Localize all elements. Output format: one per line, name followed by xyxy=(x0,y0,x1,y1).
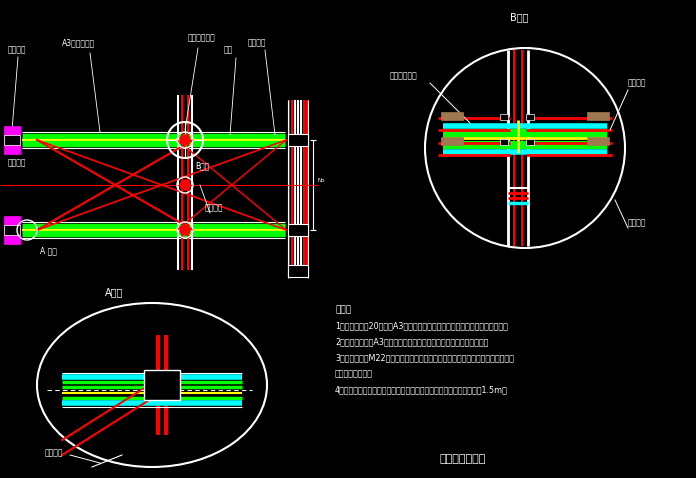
Text: 说明：: 说明： xyxy=(335,305,351,314)
Text: 前上横梁: 前上横梁 xyxy=(248,38,267,47)
Bar xyxy=(144,370,180,400)
Bar xyxy=(4,225,20,235)
Text: 后锚压梁: 后锚压梁 xyxy=(8,45,26,54)
Text: 下弦桁焊接牢固。: 下弦桁焊接牢固。 xyxy=(335,369,373,378)
Bar xyxy=(526,114,534,120)
Text: 现场焊接: 现场焊接 xyxy=(628,78,647,87)
Text: 4、将两片平跳桁架调整断直后，用型钢将平跳上下弦析焊接，间距为1.5m。: 4、将两片平跳桁架调整断直后，用型钢将平跳上下弦析焊接，间距为1.5m。 xyxy=(335,385,508,394)
Text: No: No xyxy=(318,178,326,183)
Bar xyxy=(4,135,20,145)
Bar xyxy=(500,139,508,145)
Text: 2、剪刀撑安装在A3构件的连接钢板上，现场剪刀撑与连接钢板焊接。: 2、剪刀撑安装在A3构件的连接钢板上，现场剪刀撑与连接钢板焊接。 xyxy=(335,337,489,346)
Text: 平联连接: 平联连接 xyxy=(205,203,223,212)
Circle shape xyxy=(180,225,190,235)
Text: 1、后锚平跳槽20安装在A3构件垂后锚处连接钢板上，两边与连接钢板焊接。: 1、后锚平跳槽20安装在A3构件垂后锚处连接钢板上，两边与连接钢板焊接。 xyxy=(335,321,508,330)
Text: 3、定位角钢用M22螺栓与主桁连接后，将竖向平联桁架落位，定位角钢与平跳上: 3、定位角钢用M22螺栓与主桁连接后，将竖向平联桁架落位，定位角钢与平跳上 xyxy=(335,353,514,362)
Circle shape xyxy=(180,180,190,190)
Text: A 大样: A 大样 xyxy=(40,246,57,255)
Bar xyxy=(441,112,463,120)
Text: 平跳定位角钢: 平跳定位角钢 xyxy=(390,71,418,80)
Text: 后锚平联: 后锚平联 xyxy=(8,158,26,167)
Text: B大样: B大样 xyxy=(195,161,209,170)
Bar xyxy=(288,224,308,236)
Bar xyxy=(441,137,463,145)
Text: A3桥上剪刀撑: A3桥上剪刀撑 xyxy=(62,38,95,47)
Bar xyxy=(4,216,20,244)
Text: 现场焊接: 现场焊接 xyxy=(45,448,63,457)
Bar xyxy=(288,134,308,146)
Bar xyxy=(587,137,609,145)
Text: A大样: A大样 xyxy=(105,287,123,297)
Bar xyxy=(500,114,508,120)
Text: 主桁: 主桁 xyxy=(224,45,233,54)
Bar xyxy=(4,126,20,154)
Text: 挂篮平面布置图: 挂篮平面布置图 xyxy=(440,454,487,464)
Text: B大样: B大样 xyxy=(510,12,528,22)
Text: 现场焊接: 现场焊接 xyxy=(628,218,647,227)
Bar xyxy=(587,112,609,120)
Circle shape xyxy=(180,135,190,145)
Bar xyxy=(288,265,308,277)
Bar xyxy=(526,139,534,145)
Text: 竖向平联桁架: 竖向平联桁架 xyxy=(188,33,216,42)
